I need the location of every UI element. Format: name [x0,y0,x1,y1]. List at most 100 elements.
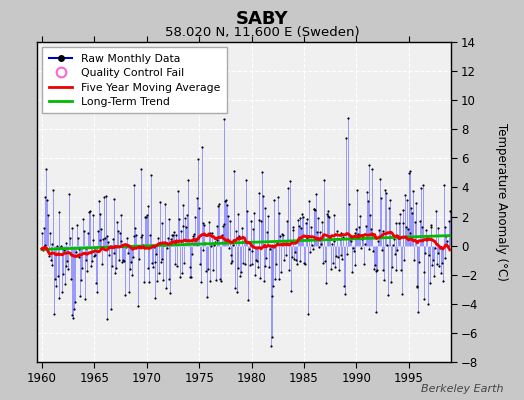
Point [136,244,144,250]
Point [136,166,145,172]
Legend: Raw Monthly Data, Quality Control Fail, Five Year Moving Average, Long-Term Tren: Raw Monthly Data, Quality Control Fail, … [42,48,227,114]
Point [301,220,310,226]
Point [60,281,69,288]
Point [252,257,260,263]
Point [299,214,307,220]
Point [172,232,181,238]
Point [124,250,133,256]
Point [201,240,210,246]
Point [168,232,176,238]
Point [396,211,404,217]
Point [196,279,205,285]
Point [39,225,48,232]
Point [113,219,121,225]
Point [307,224,315,230]
Point [202,268,210,274]
Point [224,212,232,219]
Point [205,230,214,236]
Point [38,230,46,236]
Point [308,242,316,248]
Point [369,248,377,255]
Point [236,273,244,279]
Point [343,251,351,258]
Point [350,248,358,254]
Point [76,293,84,299]
Point [345,201,354,208]
Point [119,257,127,263]
Point [130,182,139,188]
Point [322,210,331,217]
Point [233,265,242,271]
Point [102,193,110,199]
Point [47,262,56,268]
Point [366,212,375,218]
Point [439,278,447,284]
Point [288,224,297,230]
Point [115,230,124,236]
Point [199,220,208,226]
Point [219,223,227,229]
Point [424,300,432,307]
Point [364,162,373,168]
Point [100,194,108,200]
Point [92,280,100,286]
Text: SABY: SABY [236,10,288,28]
Point [253,258,261,265]
Point [318,219,326,226]
Point [229,242,237,248]
Point [158,220,167,226]
Point [52,283,60,289]
Point [348,244,357,251]
Point [300,260,308,266]
Point [95,237,104,243]
Point [379,228,388,234]
Point [408,210,417,216]
Point [231,285,239,291]
Point [376,176,384,182]
Point [185,264,194,271]
Point [370,262,379,268]
Point [66,234,74,241]
Point [377,246,386,253]
Point [316,241,325,247]
Point [220,221,228,228]
Point [228,258,236,264]
Point [191,214,199,220]
Point [390,250,399,257]
Point [305,198,313,204]
Point [144,203,152,210]
Point [313,228,321,235]
Point [348,269,356,276]
Point [440,182,448,188]
Point [382,190,390,196]
Point [178,223,187,229]
Point [150,258,159,265]
Point [47,256,55,263]
Point [341,291,349,297]
Point [356,213,364,219]
Point [78,265,86,272]
Point [338,256,346,262]
Point [176,274,184,280]
Point [381,187,389,194]
Point [321,258,329,264]
Point [304,311,312,317]
Point [84,230,92,236]
Point [235,232,244,239]
Point [156,199,164,206]
Point [260,263,269,269]
Point [329,260,337,266]
Point [276,233,285,240]
Point [80,228,88,234]
Point [70,306,79,312]
Point [163,234,172,241]
Point [79,215,87,222]
Point [425,280,434,286]
Point [175,216,183,222]
Point [334,254,342,260]
Point [435,263,443,270]
Point [394,235,402,241]
Point [181,215,189,222]
Point [401,192,409,198]
Point [387,279,396,285]
